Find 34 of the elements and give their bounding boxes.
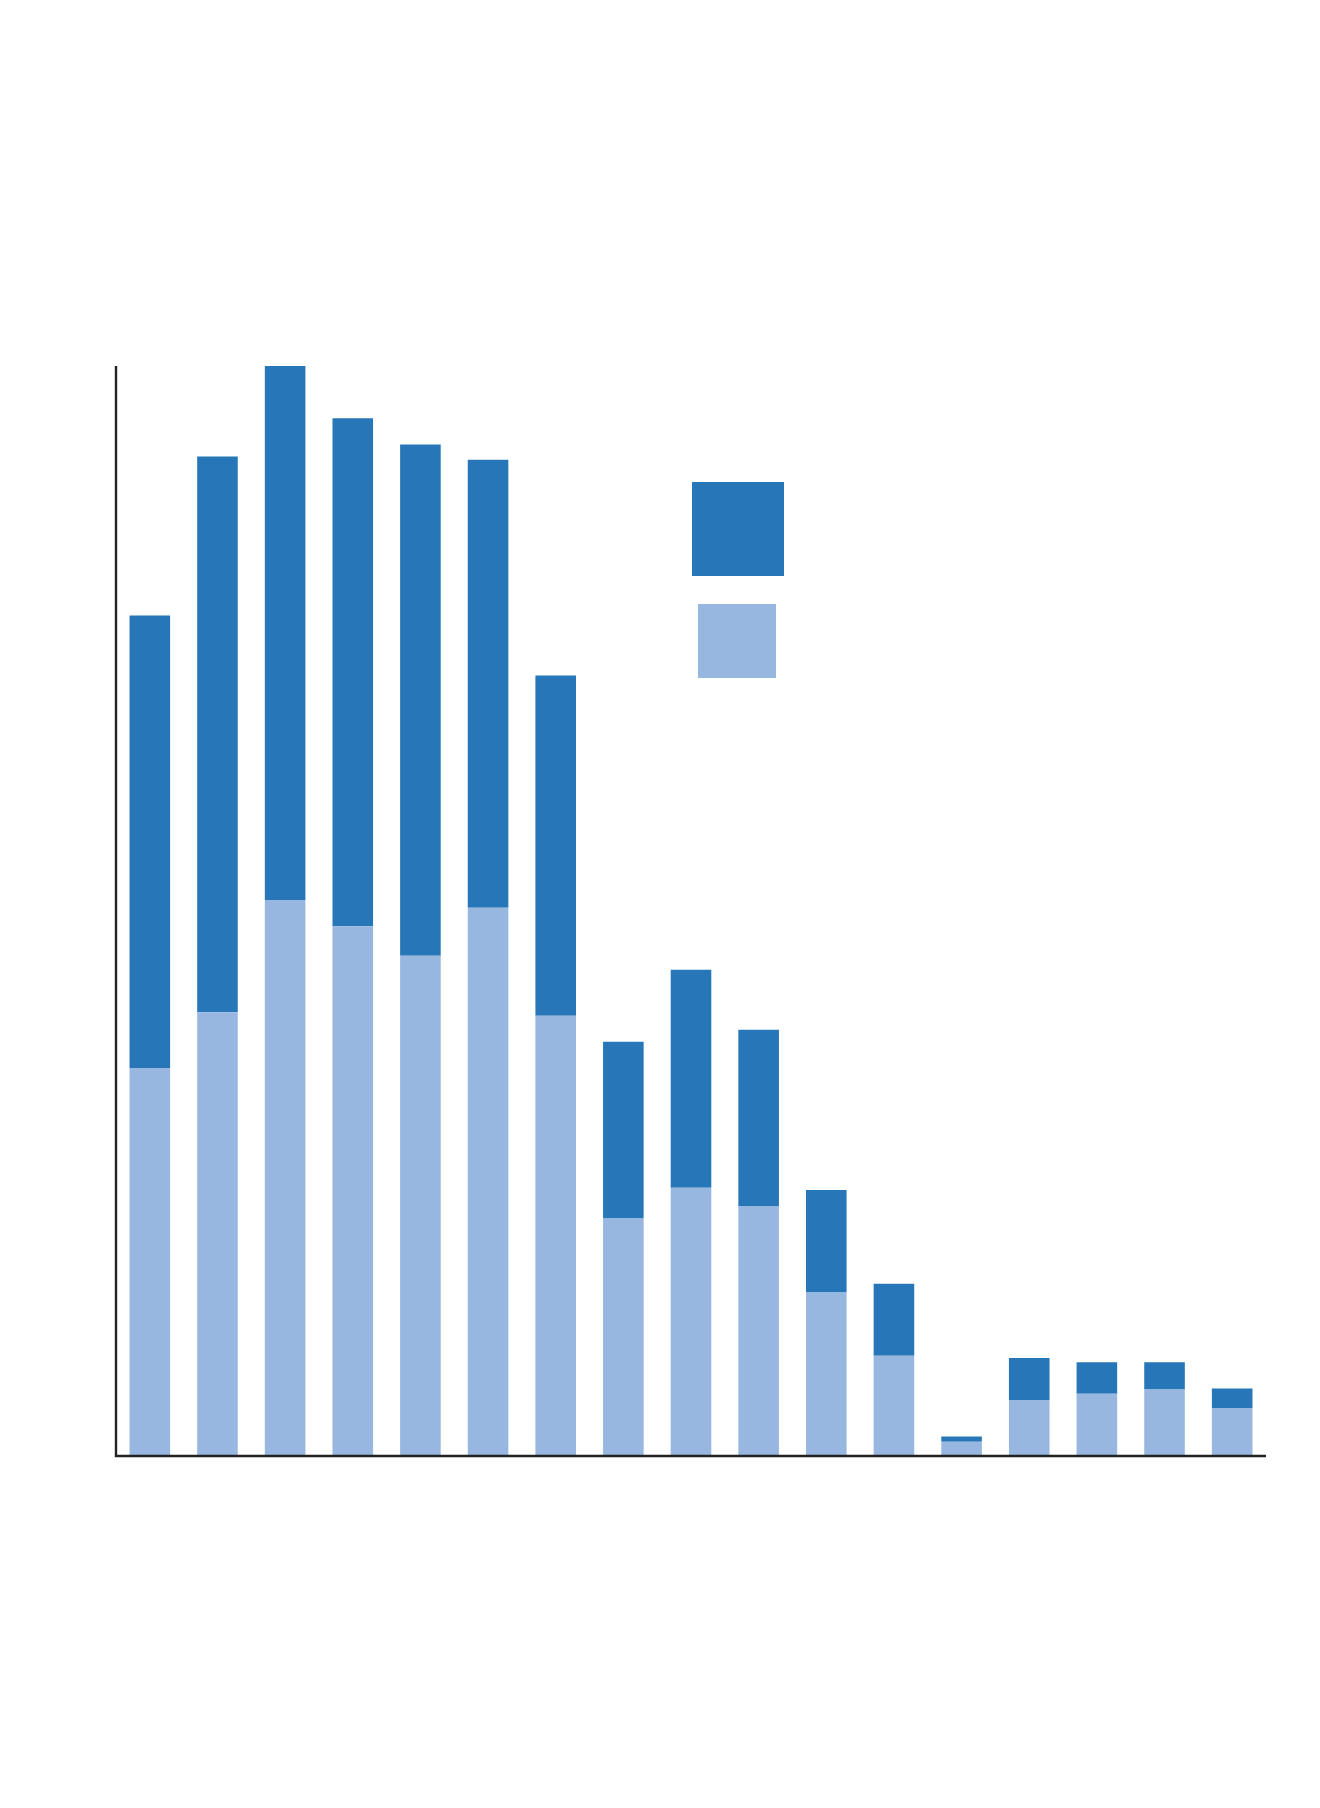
- bar: [1211, 1408, 1253, 1456]
- bar: [670, 969, 712, 1188]
- bar: [129, 615, 171, 1068]
- bar: [535, 1015, 576, 1456]
- bar: [332, 926, 374, 1456]
- bar: [806, 1292, 847, 1456]
- bar: [535, 675, 576, 1016]
- bar: [603, 1218, 644, 1456]
- bar: [738, 1206, 779, 1456]
- bar: [941, 1441, 982, 1456]
- bar: [873, 1355, 915, 1456]
- bar: [941, 1436, 982, 1442]
- bar: [1008, 1357, 1050, 1401]
- bar: [129, 1067, 171, 1456]
- bar: [332, 418, 374, 927]
- bar: [603, 1041, 644, 1219]
- bar: [1076, 1393, 1118, 1456]
- bar: [738, 1029, 779, 1207]
- bar: [264, 366, 306, 901]
- bar: [1008, 1400, 1050, 1456]
- bar: [1144, 1362, 1185, 1390]
- bar: [806, 1190, 847, 1293]
- bar: [467, 459, 509, 908]
- bar: [670, 1187, 712, 1456]
- bar: [467, 907, 509, 1456]
- bar: [400, 955, 441, 1456]
- bar: [400, 444, 441, 956]
- bar: [264, 900, 306, 1456]
- bar: [873, 1283, 915, 1356]
- bar: [1076, 1362, 1118, 1394]
- bar: [1144, 1389, 1185, 1456]
- bar: [1211, 1388, 1253, 1409]
- bar: [197, 456, 238, 1013]
- bar: [197, 1012, 238, 1456]
